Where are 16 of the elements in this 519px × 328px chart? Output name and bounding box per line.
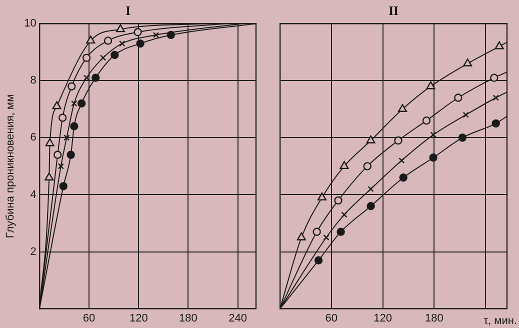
x-tick-label: 120 (374, 312, 392, 324)
chart-title: II (388, 3, 399, 18)
x-tick-label: 240 (228, 312, 247, 324)
x-tick-label: 60 (325, 312, 338, 324)
x-tick-label: 180 (179, 312, 198, 324)
chart-title: I (125, 3, 131, 18)
y-tick-label: 8 (30, 74, 36, 87)
y-tick-label: 2 (30, 246, 36, 258)
y-tick-label: 6 (30, 132, 36, 144)
x-axis-title: τ, мин. (484, 314, 517, 327)
y-tick-label: 4 (30, 188, 36, 201)
y-axis-title: Глубина проникновения, мм (4, 94, 17, 238)
y-tick-label: 10 (24, 18, 36, 30)
x-tick-label: 60 (82, 312, 96, 324)
x-tick-label: 180 (425, 312, 444, 324)
x-tick-label: 120 (129, 312, 148, 324)
